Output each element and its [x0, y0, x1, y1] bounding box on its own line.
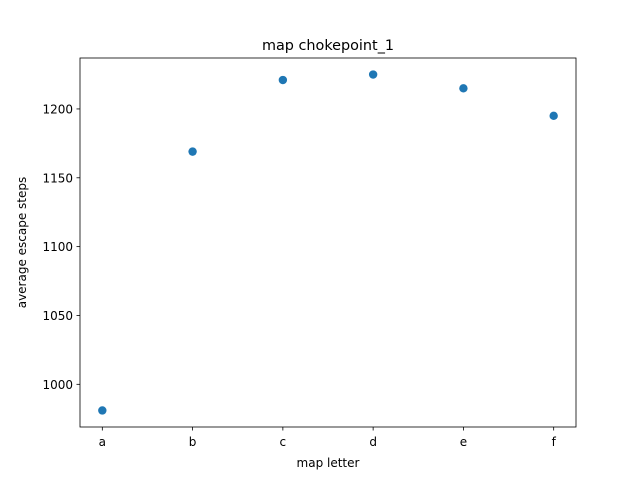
y-axis-label: average escape steps	[15, 177, 29, 309]
y-axis: 1000 1050 1100 1150 1200	[42, 102, 80, 392]
x-tick-label: b	[189, 435, 197, 449]
chart-title: map chokepoint_1	[262, 38, 394, 54]
data-point-d	[368, 70, 378, 79]
y-tick-label: 1000	[42, 378, 73, 392]
data-point-f	[549, 111, 558, 121]
data-point-b	[188, 147, 197, 156]
data-point-c	[278, 75, 288, 85]
data-point-a	[98, 406, 107, 415]
data-points	[98, 70, 558, 415]
x-tick-label: d	[369, 435, 377, 449]
y-tick-label: 1150	[42, 171, 73, 185]
data-point-e	[459, 84, 468, 93]
y-tick-label: 1050	[42, 309, 73, 323]
x-tick-label: e	[460, 435, 467, 449]
x-tick-label: a	[99, 435, 106, 449]
axes-frame	[79, 57, 577, 428]
y-tick-label: 1100	[42, 240, 73, 254]
plot-area: 1000 1050 1100 1150 1200 a b c d e f	[42, 57, 577, 449]
x-axis: a b c d e f	[99, 427, 557, 449]
x-tick-label: c	[280, 435, 287, 449]
x-axis-label: map letter	[297, 456, 360, 470]
x-tick-label: f	[552, 435, 557, 449]
y-tick-label: 1200	[42, 102, 73, 116]
